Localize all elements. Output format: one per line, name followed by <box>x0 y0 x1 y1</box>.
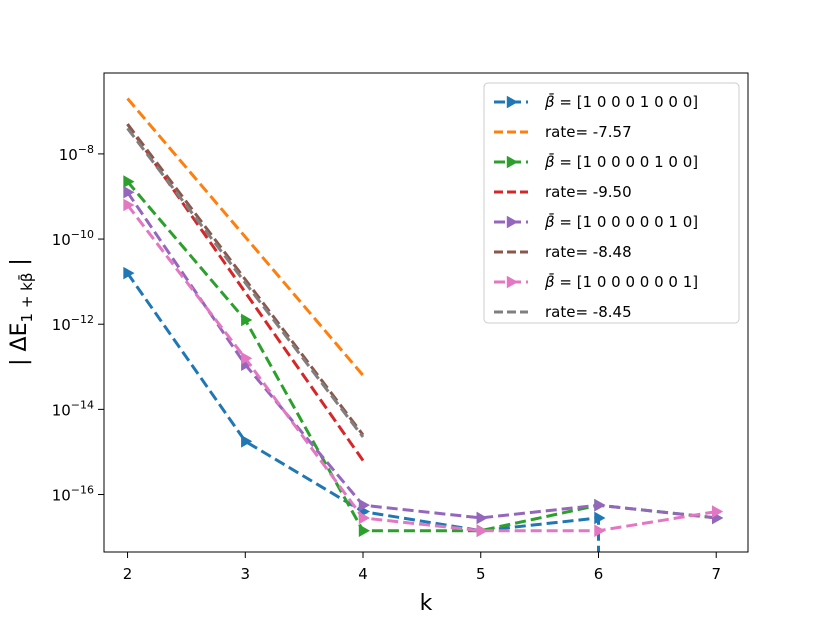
legend-label-5: β̄ = [1 0 0 0 0 0 1 0] <box>544 212 698 231</box>
data-point-7-4 <box>476 524 488 538</box>
x-tick-label: 4 <box>358 565 368 583</box>
legend-marker-7 <box>506 275 518 289</box>
series-line-7 <box>126 204 717 533</box>
data-point-1-2 <box>241 434 253 448</box>
y-axis-label-close: | <box>7 258 32 272</box>
data-point-5-4 <box>476 511 488 525</box>
legend: β̄ = [1 0 0 0 1 0 0 0] rate= -7.57 β̄ = [1… <box>483 82 740 324</box>
series-line-1 <box>126 272 600 552</box>
x-axis-label: k <box>420 591 433 616</box>
series-line-8 <box>126 127 365 438</box>
x-tick-label: 5 <box>476 565 486 583</box>
y-tick-label: 10−12 <box>52 313 94 334</box>
data-point-7-3 <box>358 511 371 525</box>
y-tick-label: 10−8 <box>59 143 94 164</box>
data-point-5-5 <box>594 498 606 512</box>
data-point-1-5 <box>594 511 606 525</box>
data-point-7-5 <box>594 524 606 538</box>
data-point-7-1 <box>123 198 135 212</box>
plot-frame <box>103 72 749 553</box>
y-tick-label: 10−10 <box>52 228 94 249</box>
legend-label-8: rate= -8.45 <box>545 303 632 321</box>
legend-frame <box>483 82 740 324</box>
legend-label-7: β̄ = [1 0 0 0 0 0 0 1] <box>544 272 698 291</box>
series-line-2 <box>126 97 365 377</box>
x-tick-label: 3 <box>241 565 251 583</box>
data-point-5-1 <box>123 185 135 199</box>
legend-label-2: rate= -7.57 <box>545 123 632 141</box>
x-tick-label: 2 <box>123 565 133 583</box>
x-axis: 2 3 4 5 6 7 <box>123 552 721 583</box>
legend-label-1: β̄ = [1 0 0 0 1 0 0 0] <box>544 92 698 111</box>
data-point-5-3 <box>358 498 371 512</box>
x-tick-label: 7 <box>711 565 721 583</box>
x-tick-label: 6 <box>594 565 604 583</box>
legend-marker-5 <box>506 215 518 229</box>
y-axis: 10−8 10−10 10−12 10−14 10−16 <box>52 143 104 505</box>
legend-marker-1 <box>506 95 518 109</box>
data-point-1-1 <box>123 266 135 280</box>
y-axis-label: | ΔE1 + kβ̄ | <box>7 258 36 366</box>
y-tick-label: 10−16 <box>52 484 94 505</box>
series-layer <box>123 97 724 552</box>
svg-text:| ΔE1 + kβ̄ |: | ΔE1 + kβ̄ | <box>7 258 36 366</box>
y-axis-label-main: | ΔE <box>7 322 32 365</box>
y-tick-label: 10−14 <box>52 398 94 419</box>
legend-label-4: rate= -9.50 <box>545 183 632 201</box>
data-point-3-2 <box>241 313 253 327</box>
data-point-3-1 <box>123 175 135 188</box>
y-axis-label-subscript: 1 + kβ̄ <box>17 273 36 323</box>
data-point-7-6 <box>712 505 724 518</box>
series-line-5 <box>126 191 717 520</box>
data-point-3-3 <box>358 524 371 538</box>
data-point-7-2 <box>241 351 253 365</box>
legend-marker-3 <box>506 155 518 169</box>
legend-label-6: rate= -8.48 <box>545 243 632 261</box>
legend-label-3: β̄ = [1 0 0 0 0 1 0 0] <box>544 152 698 171</box>
